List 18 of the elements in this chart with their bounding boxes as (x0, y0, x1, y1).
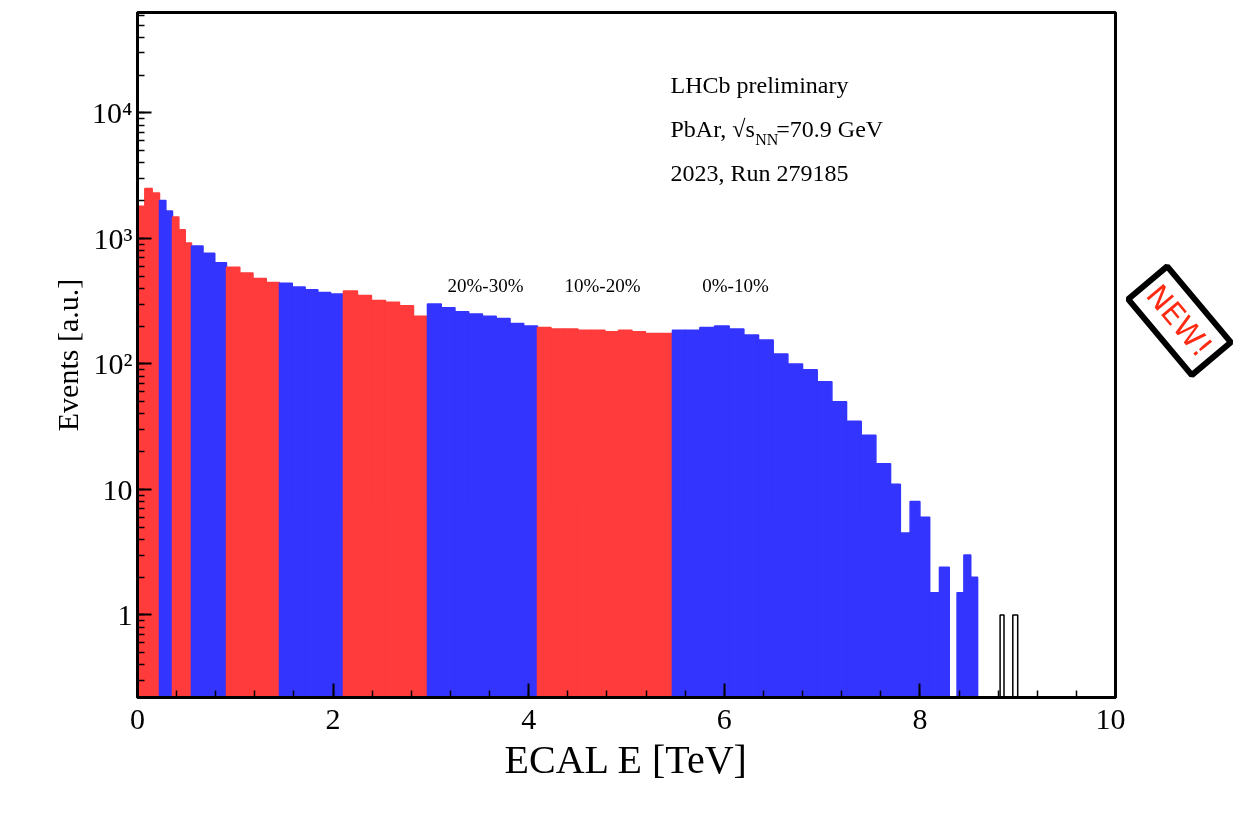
annotation: LHCb preliminary (670, 71, 849, 98)
annotation: 10%-20% (564, 274, 641, 296)
x-tick-label: 8 (912, 701, 928, 735)
y-tick-label: 1 (117, 598, 133, 632)
y-tick-label: 10² (93, 347, 133, 381)
annotation: 2023, Run 279185 (670, 159, 849, 186)
y-tick-label: 10⁴ (92, 96, 133, 130)
y-axis-title: Events [a.u.] (51, 278, 85, 432)
x-tick-label: 6 (716, 701, 732, 735)
x-tick-label: 0 (130, 701, 145, 735)
y-tick-label: 10 (102, 472, 133, 506)
x-tick-label: 4 (521, 701, 537, 735)
x-tick-label: 10 (1095, 701, 1126, 735)
annotation: 0%-10% (702, 274, 769, 296)
x-tick-label: 2 (325, 701, 341, 735)
x-axis-title: ECAL E [TeV] (504, 736, 747, 782)
y-tick-label: 10³ (93, 221, 133, 255)
annotation: 20%-30% (447, 274, 524, 296)
